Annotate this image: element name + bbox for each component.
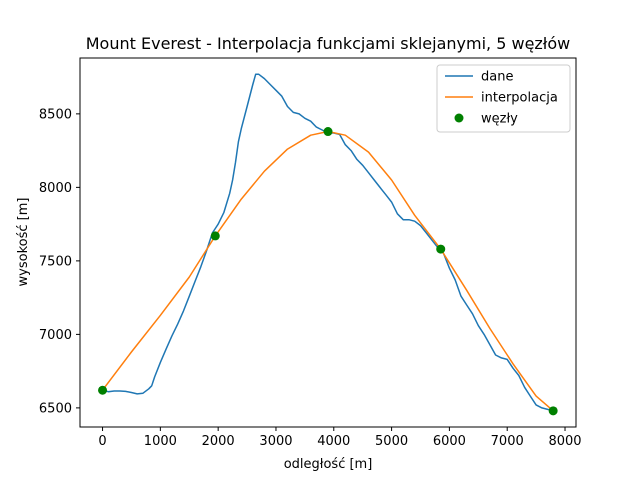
series-line-interpolacja (101, 130, 554, 412)
x-tick-label: 0 (98, 434, 106, 449)
y-axis-label: wysokość [m] (16, 198, 31, 287)
legend-label: dane (481, 70, 513, 85)
y-tick-label: 7500 (39, 254, 72, 269)
x-tick-label: 3000 (259, 434, 292, 449)
plot-area (79, 57, 577, 428)
x-tick-label: 1000 (144, 434, 177, 449)
node-point (98, 385, 108, 395)
node-point (436, 244, 446, 254)
plot-frame (79, 57, 577, 428)
node-point (548, 406, 558, 416)
node-point (323, 127, 333, 137)
x-tick-label: 2000 (202, 434, 235, 449)
legend: dane interpolacja węzły (436, 64, 571, 133)
series-layer (98, 73, 558, 416)
y-tick-label: 8500 (39, 107, 72, 122)
legend-box (436, 64, 571, 133)
x-tick-label: 7000 (491, 434, 524, 449)
node-point (210, 231, 220, 241)
x-tick-label: 6000 (433, 434, 466, 449)
y-axis: 6500 7000 7500 8000 8500 (39, 107, 80, 416)
x-tick-label: 4000 (317, 434, 350, 449)
y-tick-label: 6500 (39, 401, 72, 416)
legend-label: interpolacja (481, 91, 558, 106)
x-axis-label: odległość [m] (284, 457, 373, 472)
x-tick-label: 5000 (375, 434, 408, 449)
series-line-dane (102, 73, 554, 412)
x-tick-label: 8000 (548, 434, 581, 449)
chart-title: Mount Everest - Interpolacja funkcjami s… (86, 34, 570, 53)
y-tick-label: 7000 (39, 328, 72, 343)
legend-label: węzły (481, 112, 518, 127)
y-tick-label: 8000 (39, 181, 72, 196)
x-axis: 0 1000 2000 3000 4000 5000 6000 7000 8000 (98, 427, 582, 449)
legend-swatch-marker (454, 113, 464, 123)
